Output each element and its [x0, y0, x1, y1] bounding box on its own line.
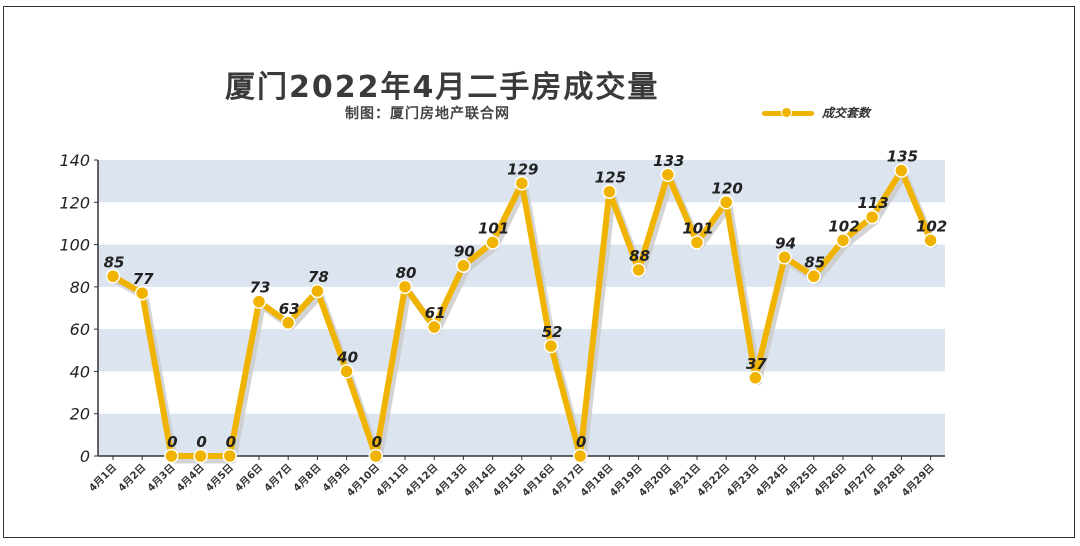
data-point [660, 167, 676, 183]
y-tick-label: 0 [80, 447, 90, 466]
data-point [426, 319, 442, 335]
x-tick-label: 4月8日 [291, 462, 323, 494]
data-label: 80 [396, 264, 417, 282]
data-point [602, 184, 617, 199]
data-label: 90 [454, 243, 475, 261]
x-tick-label: 4月6日 [233, 462, 265, 494]
data-label: 77 [133, 270, 154, 288]
data-point [777, 250, 792, 265]
x-tick-label: 4月29日 [899, 462, 936, 499]
data-label: 129 [507, 160, 538, 178]
x-tick-label: 4月4日 [174, 462, 206, 494]
data-point [543, 338, 559, 354]
data-point [689, 235, 705, 250]
data-label: 37 [746, 355, 767, 373]
y-tick-label: 120 [59, 193, 90, 212]
x-tick-label: 4月1日 [87, 462, 119, 494]
data-label: 101 [682, 219, 713, 237]
data-label: 85 [804, 253, 825, 271]
data-point [310, 283, 325, 299]
data-label: 0 [372, 433, 382, 451]
data-label: 85 [104, 253, 125, 271]
data-point [631, 262, 646, 278]
legend-label: 成交套数 [822, 106, 871, 120]
y-tick-label: 100 [59, 236, 90, 255]
data-label: 0 [226, 433, 236, 451]
data-label: 133 [653, 152, 684, 170]
data-point [572, 448, 588, 464]
data-label: 120 [712, 179, 743, 197]
data-point [251, 294, 267, 309]
data-point [193, 448, 208, 464]
data-label: 63 [279, 300, 300, 318]
data-label: 78 [308, 268, 329, 286]
data-point [368, 448, 384, 464]
data-point [339, 364, 354, 379]
data-point [456, 258, 471, 273]
legend: 成交套数 [762, 104, 870, 121]
data-point [835, 233, 851, 248]
data-label: 88 [629, 247, 650, 265]
chart-title: 厦门2022年4月二手房成交量 [225, 70, 660, 105]
data-label: 0 [167, 433, 177, 451]
y-tick-label: 20 [70, 405, 90, 424]
data-label: 40 [336, 348, 358, 366]
x-tick-label: 4月7日 [262, 462, 294, 494]
y-tick-label: 80 [70, 278, 90, 297]
data-point [222, 448, 238, 464]
grid-band [98, 244, 945, 287]
data-point [134, 285, 150, 301]
chart-subtitle: 制图：厦门房地产联合网 [345, 106, 510, 122]
data-label: 101 [478, 219, 509, 237]
data-point [514, 176, 530, 191]
grid-band [98, 329, 945, 372]
data-label: 61 [425, 304, 446, 322]
x-tick-label: 4月5日 [203, 462, 235, 494]
x-tick-label: 4月3日 [145, 462, 177, 494]
data-label: 94 [775, 234, 796, 252]
data-point [485, 235, 500, 250]
data-point [923, 233, 938, 248]
data-label: 102 [828, 217, 859, 235]
data-label: 102 [916, 217, 947, 235]
data-point [748, 370, 763, 386]
y-tick-label: 140 [59, 151, 90, 170]
data-point [806, 269, 822, 284]
data-label: 73 [250, 279, 271, 297]
data-point [718, 195, 734, 210]
data-point [864, 209, 880, 225]
data-point [164, 448, 179, 464]
data-point [894, 163, 909, 178]
data-label: 52 [542, 323, 563, 341]
data-label: 125 [595, 169, 626, 187]
data-point [105, 269, 121, 284]
x-tick-label: 4月2日 [116, 462, 148, 494]
data-point [280, 315, 296, 331]
y-tick-label: 40 [70, 362, 90, 381]
legend-line-icon [762, 106, 814, 118]
data-label: 113 [858, 194, 889, 212]
y-tick-label: 60 [70, 320, 90, 339]
data-label: 135 [887, 148, 918, 166]
data-label: 0 [196, 433, 206, 451]
data-point [397, 279, 413, 295]
data-label: 0 [576, 433, 586, 451]
series-line [110, 167, 934, 459]
